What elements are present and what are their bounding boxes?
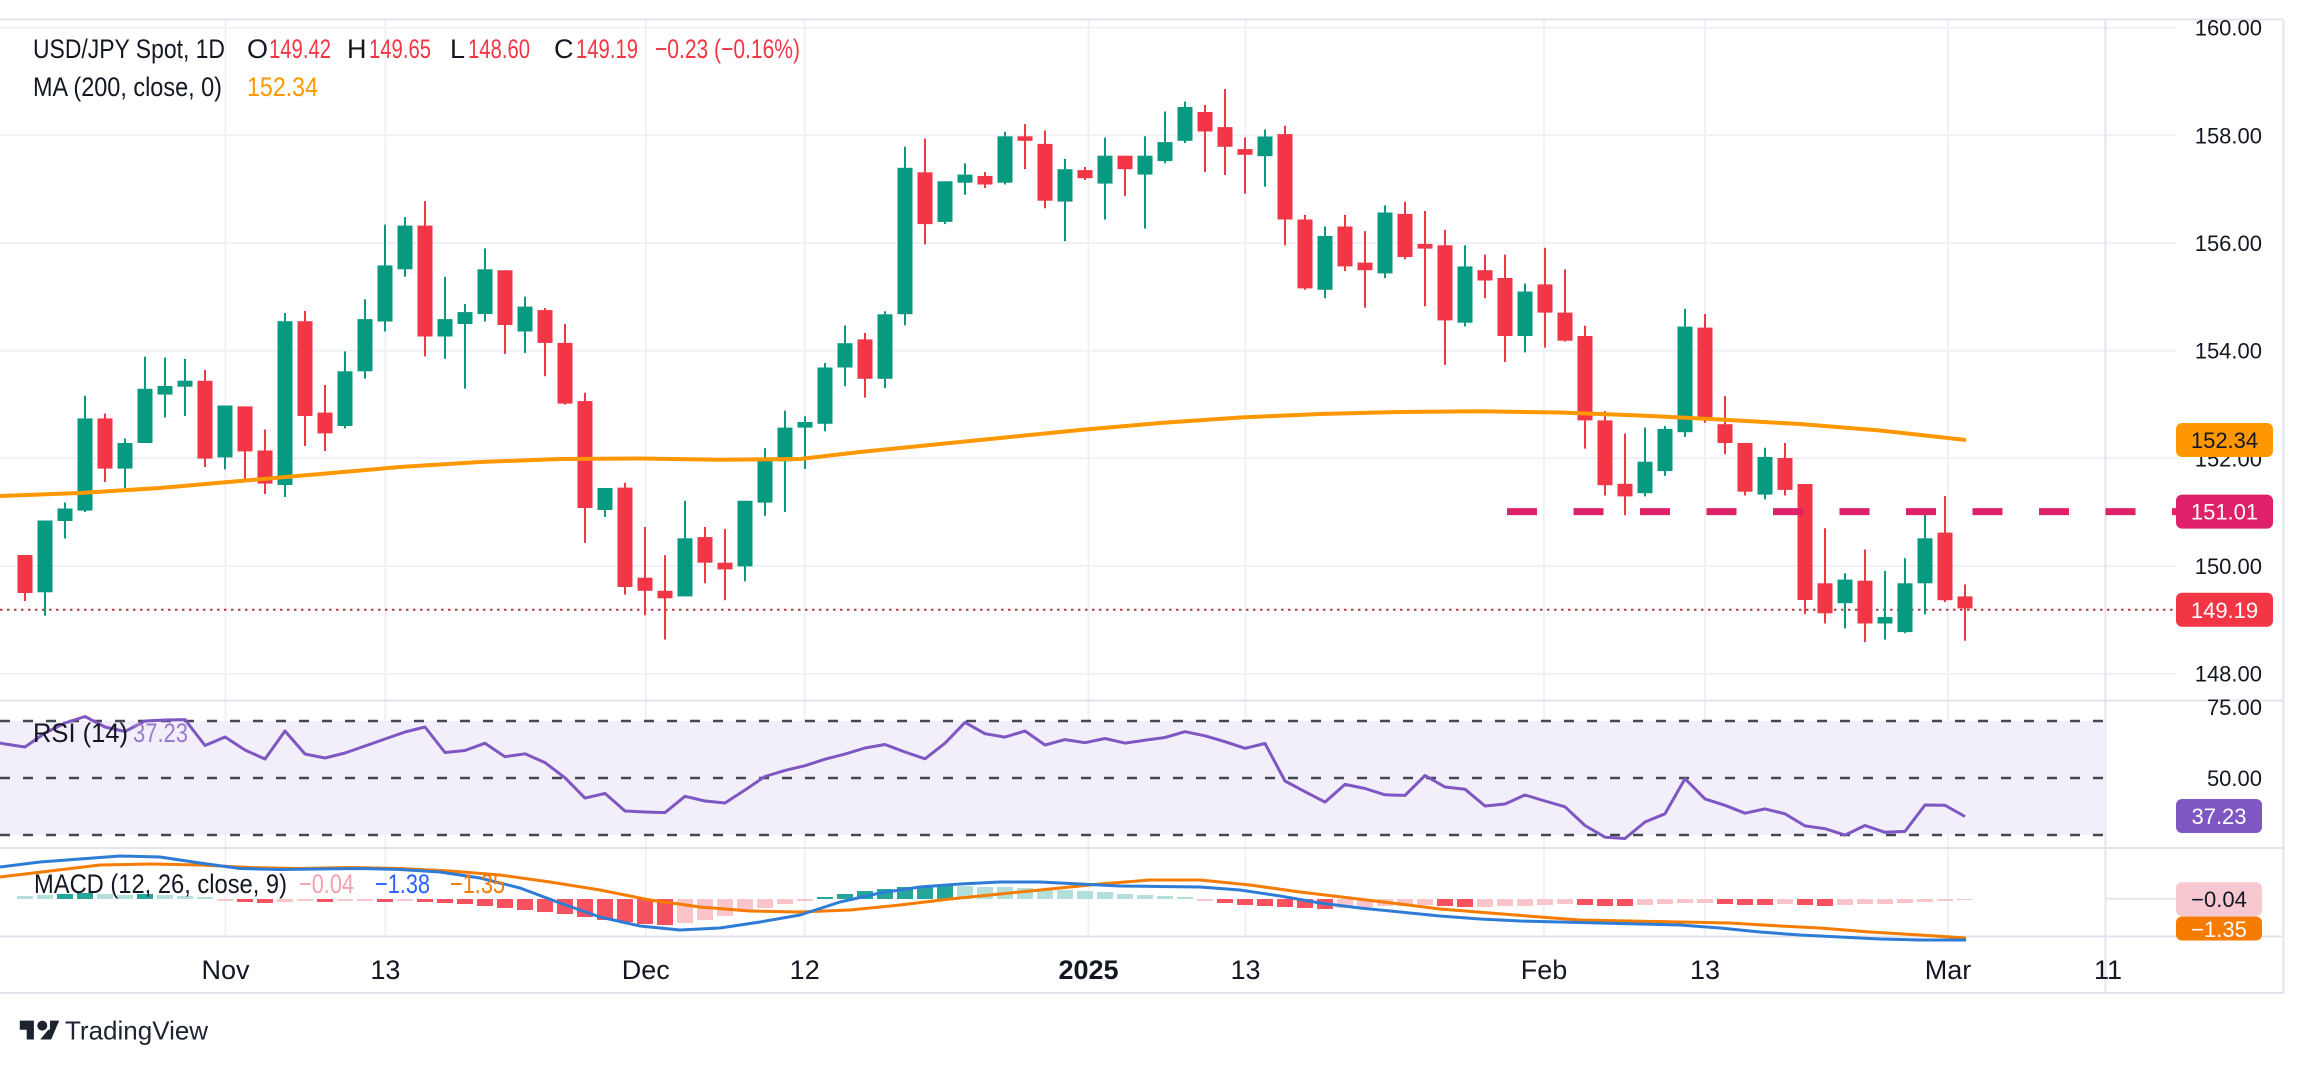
svg-text:158.00: 158.00 <box>2195 123 2262 148</box>
svg-text:Nov: Nov <box>201 955 250 985</box>
svg-text:MACD (12, 26, close, 9): MACD (12, 26, close, 9) <box>34 869 287 899</box>
svg-text:L: L <box>450 34 465 64</box>
svg-text:149.65: 149.65 <box>369 34 431 64</box>
svg-text:H: H <box>347 34 367 64</box>
svg-text:149.42: 149.42 <box>269 34 331 64</box>
svg-text:O: O <box>247 34 268 64</box>
svg-text:USD/JPY Spot, 1D: USD/JPY Spot, 1D <box>33 34 225 64</box>
svg-text:−1.38: −1.38 <box>375 869 430 899</box>
svg-text:149.19: 149.19 <box>576 34 638 64</box>
svg-text:13: 13 <box>1230 955 1260 985</box>
svg-text:151.01: 151.01 <box>2191 500 2258 525</box>
svg-text:150.00: 150.00 <box>2195 554 2262 579</box>
svg-text:160.00: 160.00 <box>2195 16 2262 41</box>
svg-text:Feb: Feb <box>1521 955 1568 985</box>
svg-text:C: C <box>554 34 574 64</box>
svg-text:37.23: 37.23 <box>133 718 188 748</box>
svg-text:13: 13 <box>1690 955 1720 985</box>
svg-text:148.60: 148.60 <box>468 34 530 64</box>
svg-text:Dec: Dec <box>622 955 670 985</box>
svg-text:−1.35: −1.35 <box>450 869 505 899</box>
svg-text:152.34: 152.34 <box>247 72 318 102</box>
svg-text:11: 11 <box>2094 955 2122 985</box>
svg-text:156.00: 156.00 <box>2195 231 2262 256</box>
svg-text:75.00: 75.00 <box>2207 695 2262 720</box>
svg-text:MA (200, close, 0): MA (200, close, 0) <box>33 72 222 102</box>
svg-text:−0.23 (−0.16%): −0.23 (−0.16%) <box>655 34 800 64</box>
svg-text:−0.04: −0.04 <box>2191 887 2247 912</box>
svg-text:149.19: 149.19 <box>2191 598 2258 623</box>
svg-text:50.00: 50.00 <box>2207 766 2262 791</box>
svg-text:TradingView: TradingView <box>65 1016 208 1046</box>
svg-text:154.00: 154.00 <box>2195 339 2262 364</box>
svg-text:−1.35: −1.35 <box>2191 917 2247 942</box>
svg-text:152.34: 152.34 <box>2191 428 2258 453</box>
svg-text:−0.04: −0.04 <box>299 869 354 899</box>
svg-text:148.00: 148.00 <box>2195 662 2262 687</box>
svg-text:Mar: Mar <box>1925 955 1972 985</box>
svg-text:37.23: 37.23 <box>2191 804 2246 829</box>
svg-text:RSI (14): RSI (14) <box>33 718 128 748</box>
svg-text:13: 13 <box>370 955 400 985</box>
svg-text:2025: 2025 <box>1058 955 1118 985</box>
svg-text:12: 12 <box>790 955 820 985</box>
